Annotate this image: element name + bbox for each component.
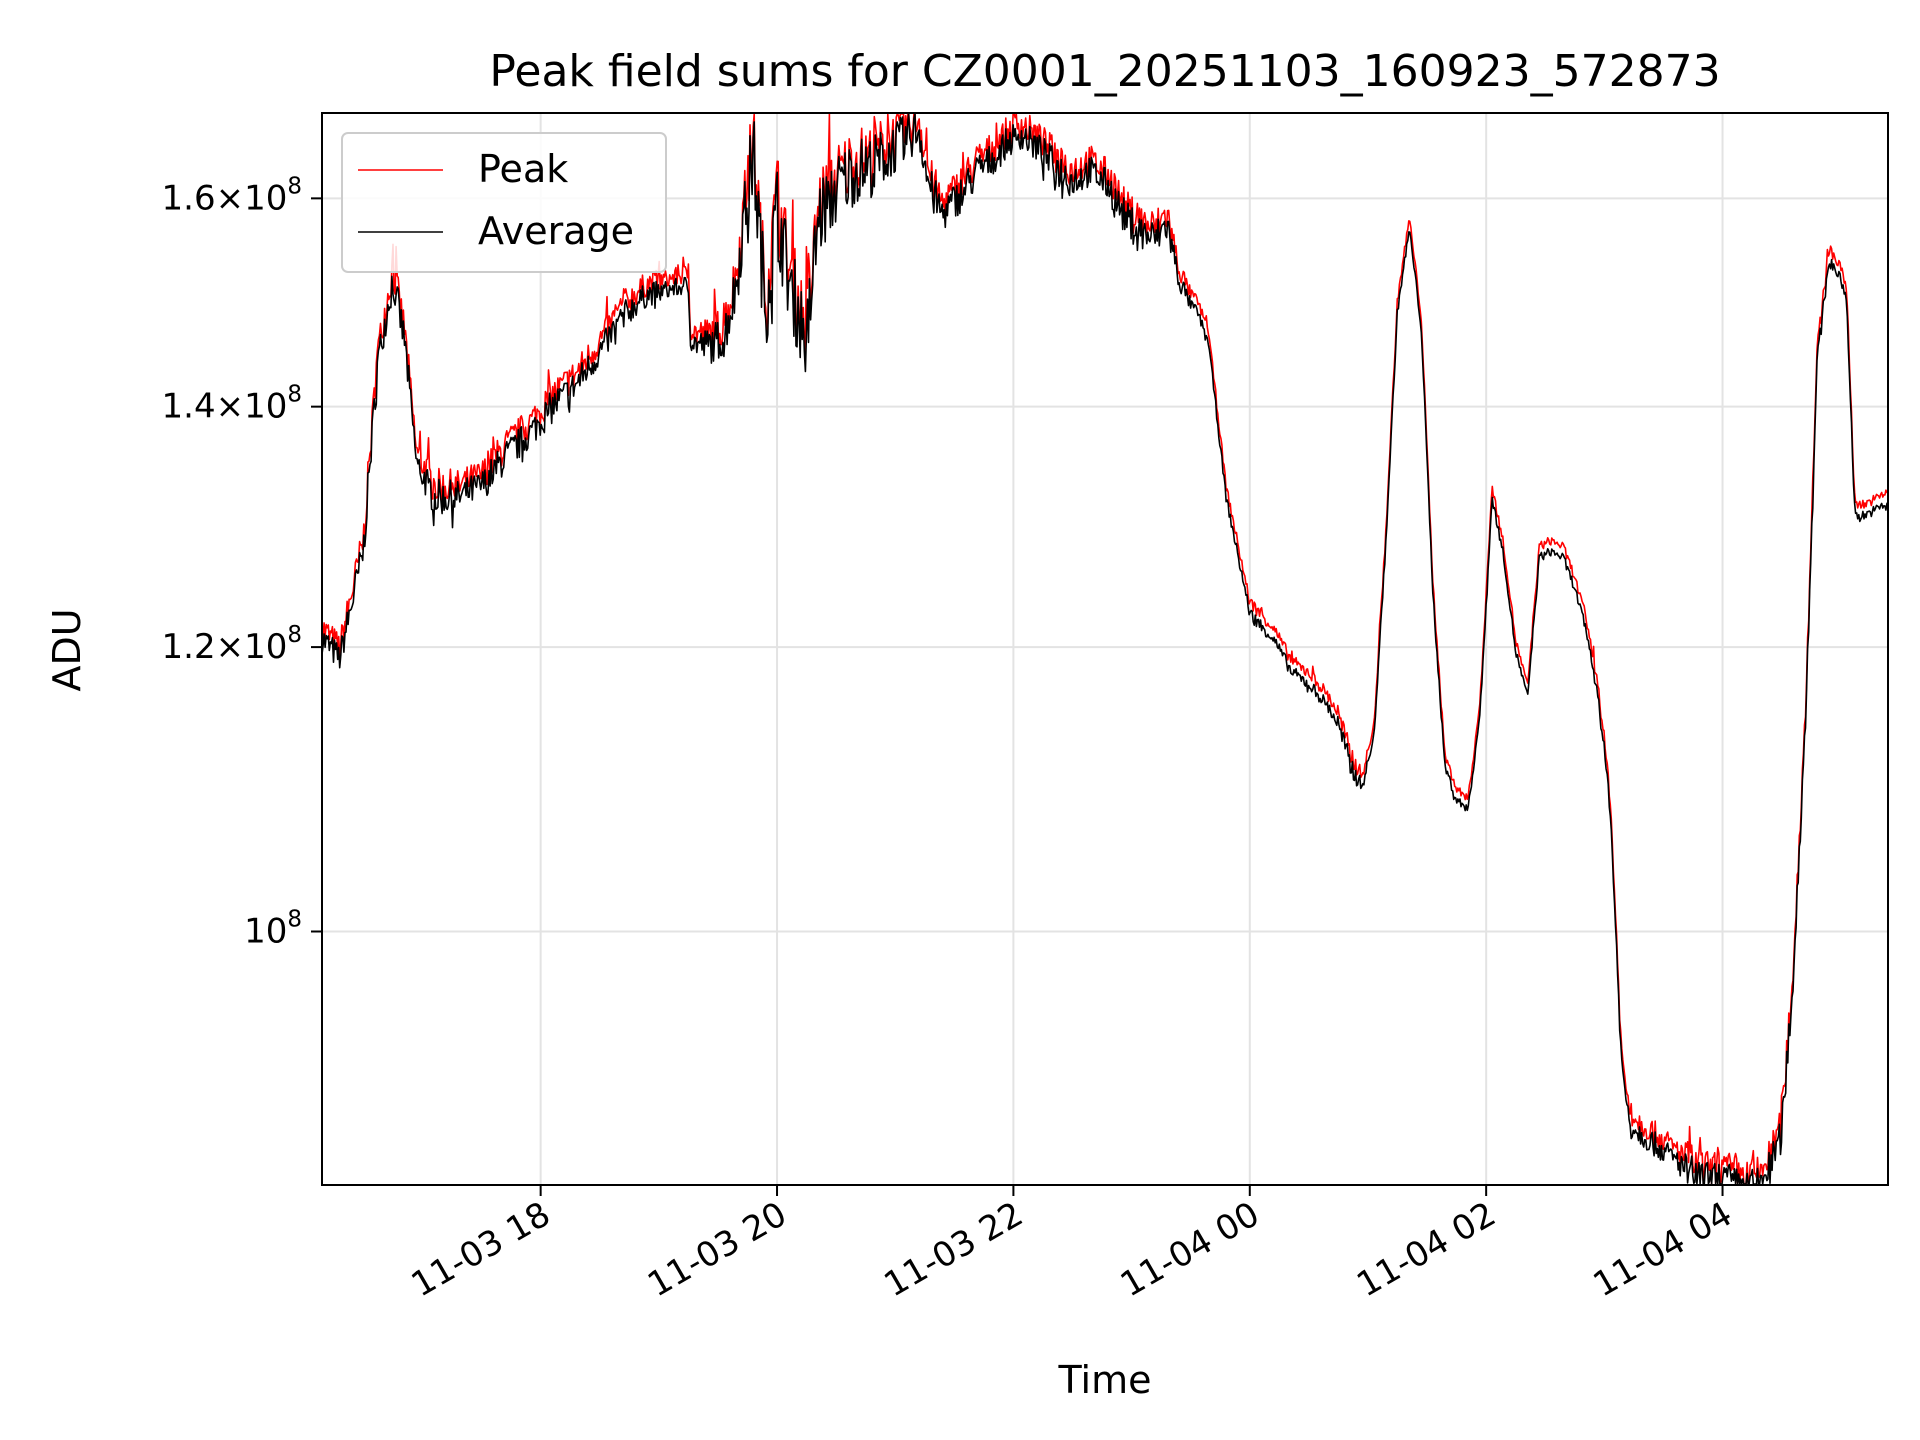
legend: Peak Average bbox=[341, 132, 667, 273]
y-tick-label: 1.6×108 bbox=[162, 173, 302, 218]
y-tick-label: 1.4×108 bbox=[162, 382, 302, 427]
legend-average-label: Average bbox=[478, 209, 634, 253]
x-axis-label: Time bbox=[1058, 1358, 1152, 1402]
legend-box bbox=[341, 132, 667, 273]
plot-frame bbox=[321, 112, 1889, 1186]
y-tick-label: 1.2×108 bbox=[162, 622, 302, 667]
series-average-line bbox=[321, 113, 1889, 1185]
y-axis-ticks: 108 1.2×108 1.4×108 1.6×108 bbox=[162, 173, 322, 951]
chart-title: Peak field sums for CZ0001_20251103_1609… bbox=[489, 46, 1720, 97]
y-axis-label: ADU bbox=[45, 608, 89, 691]
legend-peak-label: Peak bbox=[478, 147, 568, 191]
grid-lines bbox=[322, 113, 1888, 1185]
y-tick-label: 108 bbox=[244, 906, 302, 951]
plot-series bbox=[321, 113, 1889, 1185]
